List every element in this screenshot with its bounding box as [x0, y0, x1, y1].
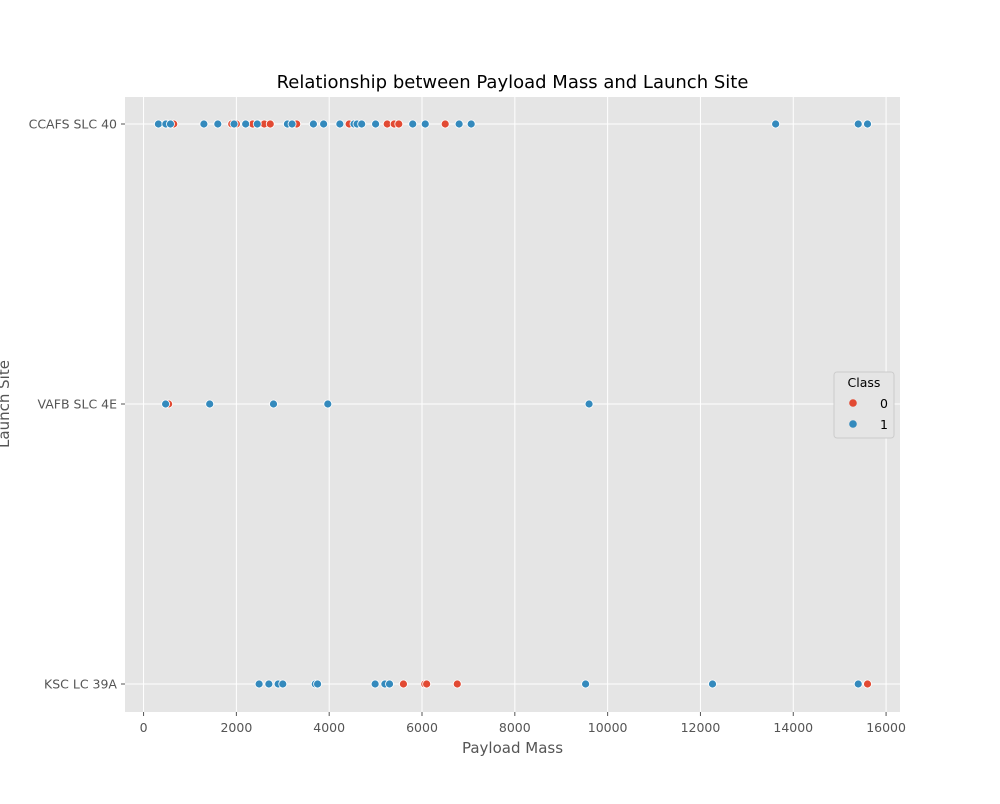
data-point-class-1 — [254, 679, 264, 689]
data-point-class-1 — [371, 119, 380, 129]
data-point-class-1 — [584, 399, 594, 409]
data-point-class-1 — [161, 399, 171, 409]
x-axis-label: Payload Mass — [462, 739, 563, 757]
x-tick-label: 6000 — [406, 720, 438, 735]
x-tick-label: 14000 — [773, 720, 813, 735]
data-point-class-0 — [863, 679, 872, 689]
y-tick-label: VAFB SLC 4E — [38, 397, 118, 412]
y-tick-label: KSC LC 39A — [44, 677, 117, 692]
data-point-class-1 — [863, 119, 872, 129]
data-point-class-1 — [335, 119, 345, 129]
data-point-class-1 — [241, 119, 251, 129]
data-point-class-1 — [229, 119, 239, 129]
data-point-class-1 — [370, 679, 380, 689]
data-point-class-1 — [309, 119, 318, 129]
chart-title: Relationship between Payload Mass and La… — [277, 72, 749, 93]
x-tick-label: 8000 — [499, 720, 531, 735]
data-point-class-0 — [399, 679, 408, 689]
data-point-class-1 — [213, 119, 223, 129]
data-point-class-1 — [581, 679, 590, 689]
legend-title: Class — [848, 375, 881, 390]
data-point-class-1 — [278, 679, 288, 689]
legend-label-class-0: 0 — [880, 396, 888, 411]
data-point-class-1 — [252, 119, 262, 129]
x-tick-label: 2000 — [220, 720, 252, 735]
legend: Class 0 1 — [833, 371, 895, 439]
y-tick-label: CCAFS SLC 40 — [29, 117, 117, 132]
data-point-class-1 — [357, 119, 367, 129]
data-point-class-1 — [269, 399, 278, 409]
data-points — [154, 119, 872, 689]
data-point-class-0 — [440, 119, 450, 129]
data-point-class-1 — [771, 119, 781, 129]
legend-marker-class-0 — [849, 399, 857, 407]
data-point-class-0 — [422, 679, 432, 689]
data-point-class-1 — [454, 119, 464, 129]
data-point-class-1 — [166, 119, 175, 129]
data-point-class-0 — [265, 119, 275, 129]
data-point-class-1 — [199, 119, 209, 129]
data-point-class-1 — [853, 679, 863, 689]
legend-marker-class-1 — [849, 420, 857, 428]
data-point-class-1 — [205, 399, 215, 409]
x-tick-label: 10000 — [588, 720, 628, 735]
data-point-class-1 — [853, 119, 863, 129]
data-point-class-1 — [408, 119, 418, 129]
data-point-class-1 — [264, 679, 274, 689]
legend-box — [833, 371, 895, 439]
x-tick-label: 4000 — [313, 720, 345, 735]
data-point-class-1 — [323, 399, 333, 409]
x-axis: 0 2000 4000 6000 8000 10000 12000 14000 16000 — [140, 712, 906, 735]
data-point-class-1 — [420, 119, 430, 129]
data-point-class-1 — [313, 679, 322, 689]
data-point-class-1 — [385, 679, 394, 689]
y-axis: CCAFS SLC 40 VAFB SLC 4E KSC LC 39A — [29, 117, 125, 692]
data-point-class-1 — [287, 119, 297, 129]
y-axis-label: Launch Site — [0, 360, 13, 448]
x-tick-label: 16000 — [866, 720, 906, 735]
data-point-class-0 — [394, 119, 404, 129]
data-point-class-1 — [319, 119, 329, 129]
x-tick-label: 12000 — [681, 720, 721, 735]
data-point-class-1 — [154, 119, 163, 129]
data-point-class-0 — [452, 679, 462, 689]
data-point-class-1 — [708, 679, 717, 689]
data-point-class-1 — [466, 119, 476, 129]
x-tick-label: 0 — [140, 720, 148, 735]
legend-label-class-1: 1 — [880, 417, 888, 432]
